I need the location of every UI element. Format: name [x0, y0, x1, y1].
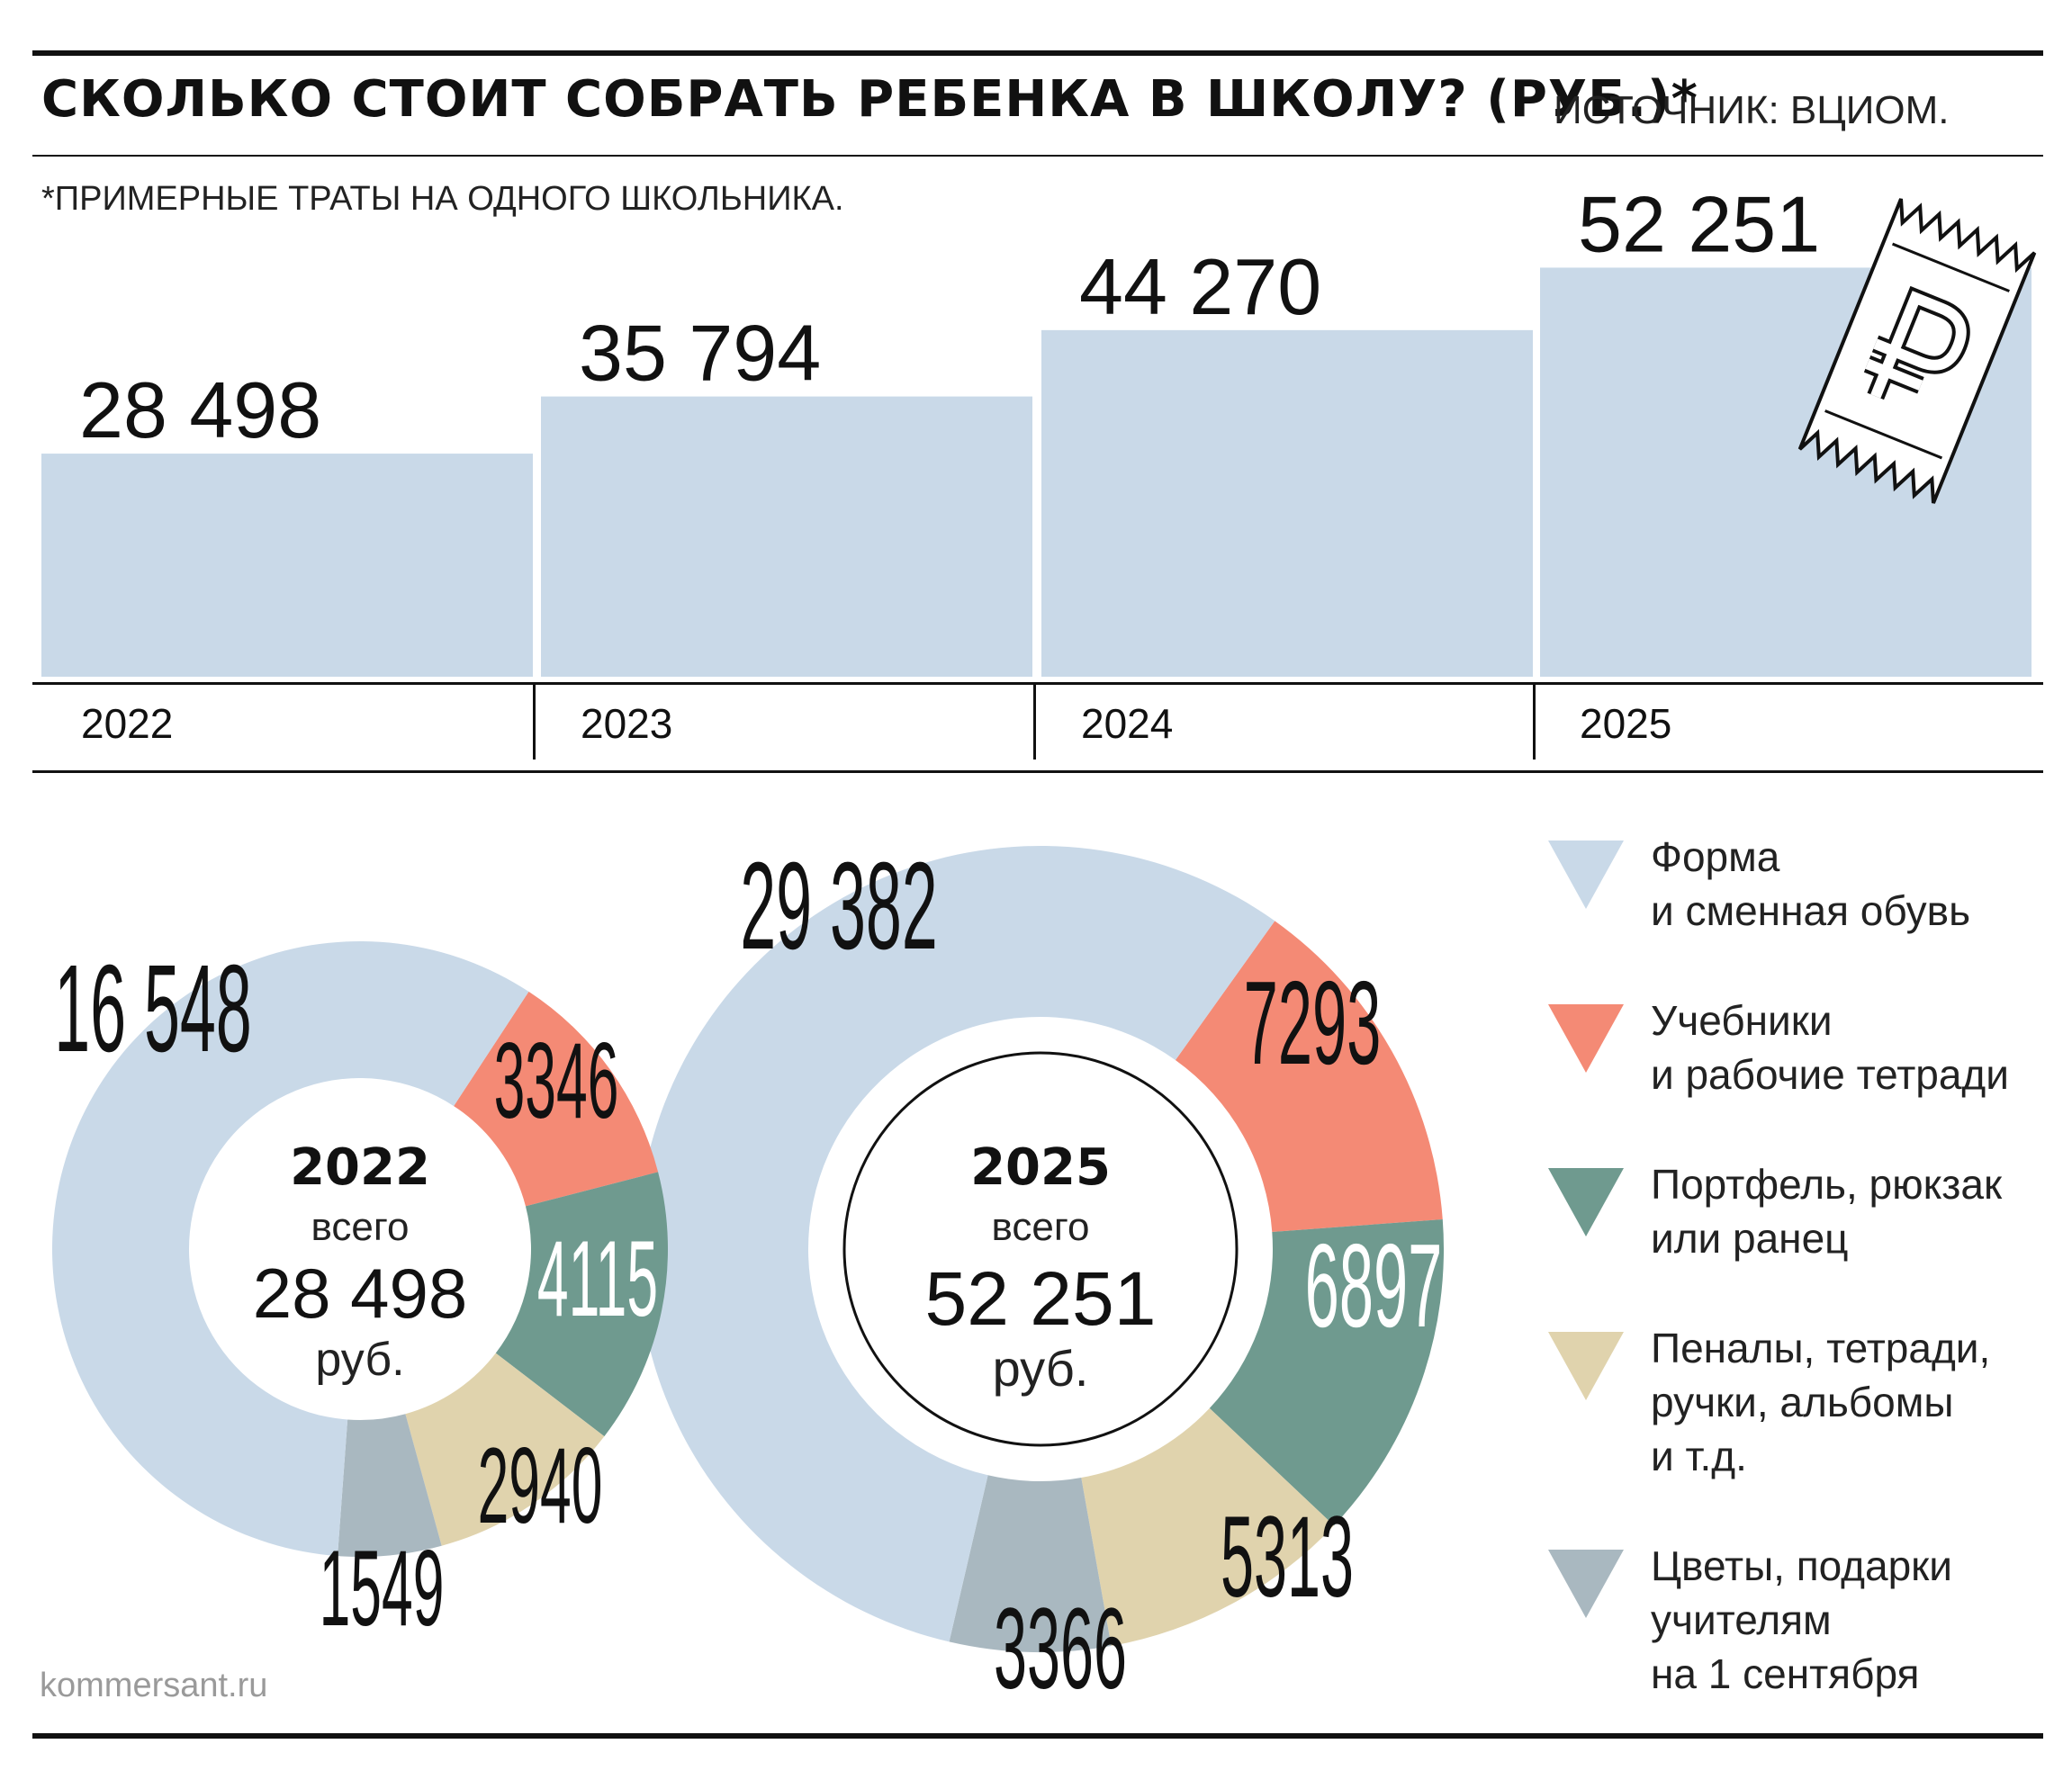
donut-slice-label-backpack: 4115	[537, 1218, 658, 1339]
donut-slice-label-backpack: 6897	[1305, 1220, 1443, 1353]
donut-slice-label-uniform: 29 382	[740, 837, 937, 975]
legend-swatch-triangle	[1548, 1004, 1624, 1073]
receipt-line	[1824, 409, 1943, 460]
donut-slice-flowers	[949, 1475, 1112, 1653]
donut-slice-uniform	[52, 941, 529, 1557]
donut-slice-label-flowers: 1549	[320, 1528, 445, 1649]
donut-slice-textbooks	[1175, 921, 1443, 1232]
source-note: ИСТОЧНИК: ВЦИОМ.	[1554, 88, 1950, 132]
donut-slice-uniform	[637, 846, 1275, 1642]
donut-slice-label-textbooks: 3346	[494, 1020, 619, 1141]
bar-category-label: 2025	[1580, 700, 1671, 747]
footnote: *ПРИМЕРНЫЕ ТРАТЫ НА ОДНОГО ШКОЛЬНИКА.	[41, 180, 844, 218]
legend-swatch-triangle	[1548, 1168, 1624, 1236]
category-divider	[1033, 684, 1036, 760]
legend-label-line: или ранец	[1651, 1215, 1849, 1262]
chart-title: СКОЛЬКО СТОИТ СОБРАТЬ РЕБЕНКА В ШКОЛУ? (…	[41, 70, 1698, 129]
donut-slice-label-stationery: 2940	[478, 1425, 603, 1546]
legend-label: Пеналы, тетради, ручки, альбомы и т.д.	[1651, 1321, 2072, 1483]
header-rule	[32, 155, 2043, 157]
legend-label: Форма и сменная обувь	[1651, 830, 2072, 938]
legend-label-line: Цветы, подарки	[1651, 1542, 1953, 1589]
legend-label-line: на 1 сентября	[1651, 1650, 1920, 1697]
legend-swatch-triangle	[1548, 1332, 1624, 1400]
donut-slice-textbooks	[454, 991, 659, 1207]
legend-label-line: Пеналы, тетради,	[1651, 1325, 1991, 1371]
legend-label: Учебники и рабочие тетради	[1651, 993, 2072, 1101]
website-credit: kommersant.ru	[40, 1667, 268, 1704]
bar-2022	[41, 454, 533, 677]
legend-swatch	[1548, 1168, 1624, 1236]
donut-center-total: 28 498	[253, 1254, 468, 1333]
section-rule	[32, 770, 2043, 773]
donut-center-unit: руб.	[993, 1340, 1089, 1397]
donut-center-caption: всего	[311, 1205, 410, 1249]
donut-slice-label-flowers: 3366	[994, 1585, 1127, 1713]
bar-value-label: 35 794	[579, 309, 821, 398]
legend-label: Цветы, подарки учителям на 1 сентября	[1651, 1539, 2072, 1701]
bar-value-label: 28 498	[79, 365, 321, 454]
donut-center-year: 2022	[290, 1138, 430, 1197]
donut-center-year: 2025	[970, 1138, 1111, 1197]
donut-slice-label-stationery: 5313	[1221, 1493, 1354, 1622]
legend-label-line: и рабочие тетради	[1651, 1051, 2009, 1098]
legend-label-line: учителям	[1651, 1596, 1832, 1643]
legend-swatch	[1548, 841, 1624, 909]
ruble-receipt-icon	[1797, 198, 2037, 504]
ruble-sign	[1863, 284, 1971, 400]
donut-slice-backpack	[495, 1172, 668, 1437]
donut-slice-flowers	[338, 1414, 442, 1557]
category-divider	[533, 684, 536, 760]
donut-slice-label-textbooks: 7293	[1244, 957, 1382, 1090]
bar-baseline	[32, 682, 2043, 685]
donut-center-caption: всего	[992, 1205, 1090, 1249]
bar-category-label: 2023	[581, 700, 672, 747]
legend-swatch-triangle	[1548, 1550, 1624, 1618]
bar-chart: 28 498 2022 35 794 2023 44 270 2024 52 251 2025	[32, 179, 2043, 760]
bar-2023	[541, 396, 1032, 677]
bottom-rule	[32, 1733, 2043, 1739]
donut-inner-ring	[842, 1051, 1239, 1447]
top-rule	[32, 50, 2043, 56]
legend-label-line: и сменная обувь	[1651, 887, 1971, 934]
donut-center-unit: руб.	[315, 1334, 404, 1386]
legend-label-line: Портфель, рюкзак	[1651, 1161, 2003, 1208]
legend-swatch	[1548, 1550, 1624, 1618]
legend-label-line: ручки, альбомы	[1651, 1379, 1954, 1425]
ruble-sign-inner	[1865, 291, 1967, 399]
legend-swatch	[1548, 1332, 1624, 1400]
bar-2024	[1041, 329, 1533, 677]
donut-center-total: 52 251	[925, 1256, 1157, 1341]
legend-swatch-triangle	[1548, 841, 1624, 909]
donut-slice-stationery	[405, 1353, 605, 1546]
legend-label-line: Форма	[1651, 833, 1780, 880]
category-divider	[1533, 684, 1536, 760]
bar-value-label: 44 270	[1079, 242, 1321, 331]
donut-slice-backpack	[1209, 1218, 1444, 1526]
receipt-line	[1891, 242, 2010, 292]
legend-swatch	[1548, 1004, 1624, 1073]
donut-slice-stationery	[1081, 1407, 1335, 1647]
bar-category-label: 2022	[81, 700, 173, 747]
legend-label-line: Учебники	[1651, 997, 1833, 1044]
donut-slice-label-uniform: 16 548	[54, 939, 251, 1078]
bar-value-label: 52 251	[1578, 179, 1820, 268]
bar-category-label: 2024	[1081, 700, 1173, 747]
legend-label: Портфель, рюкзак или ранец	[1651, 1157, 2072, 1265]
receipt-shape	[1797, 198, 2037, 504]
legend-label-line: и т.д.	[1651, 1433, 1747, 1479]
